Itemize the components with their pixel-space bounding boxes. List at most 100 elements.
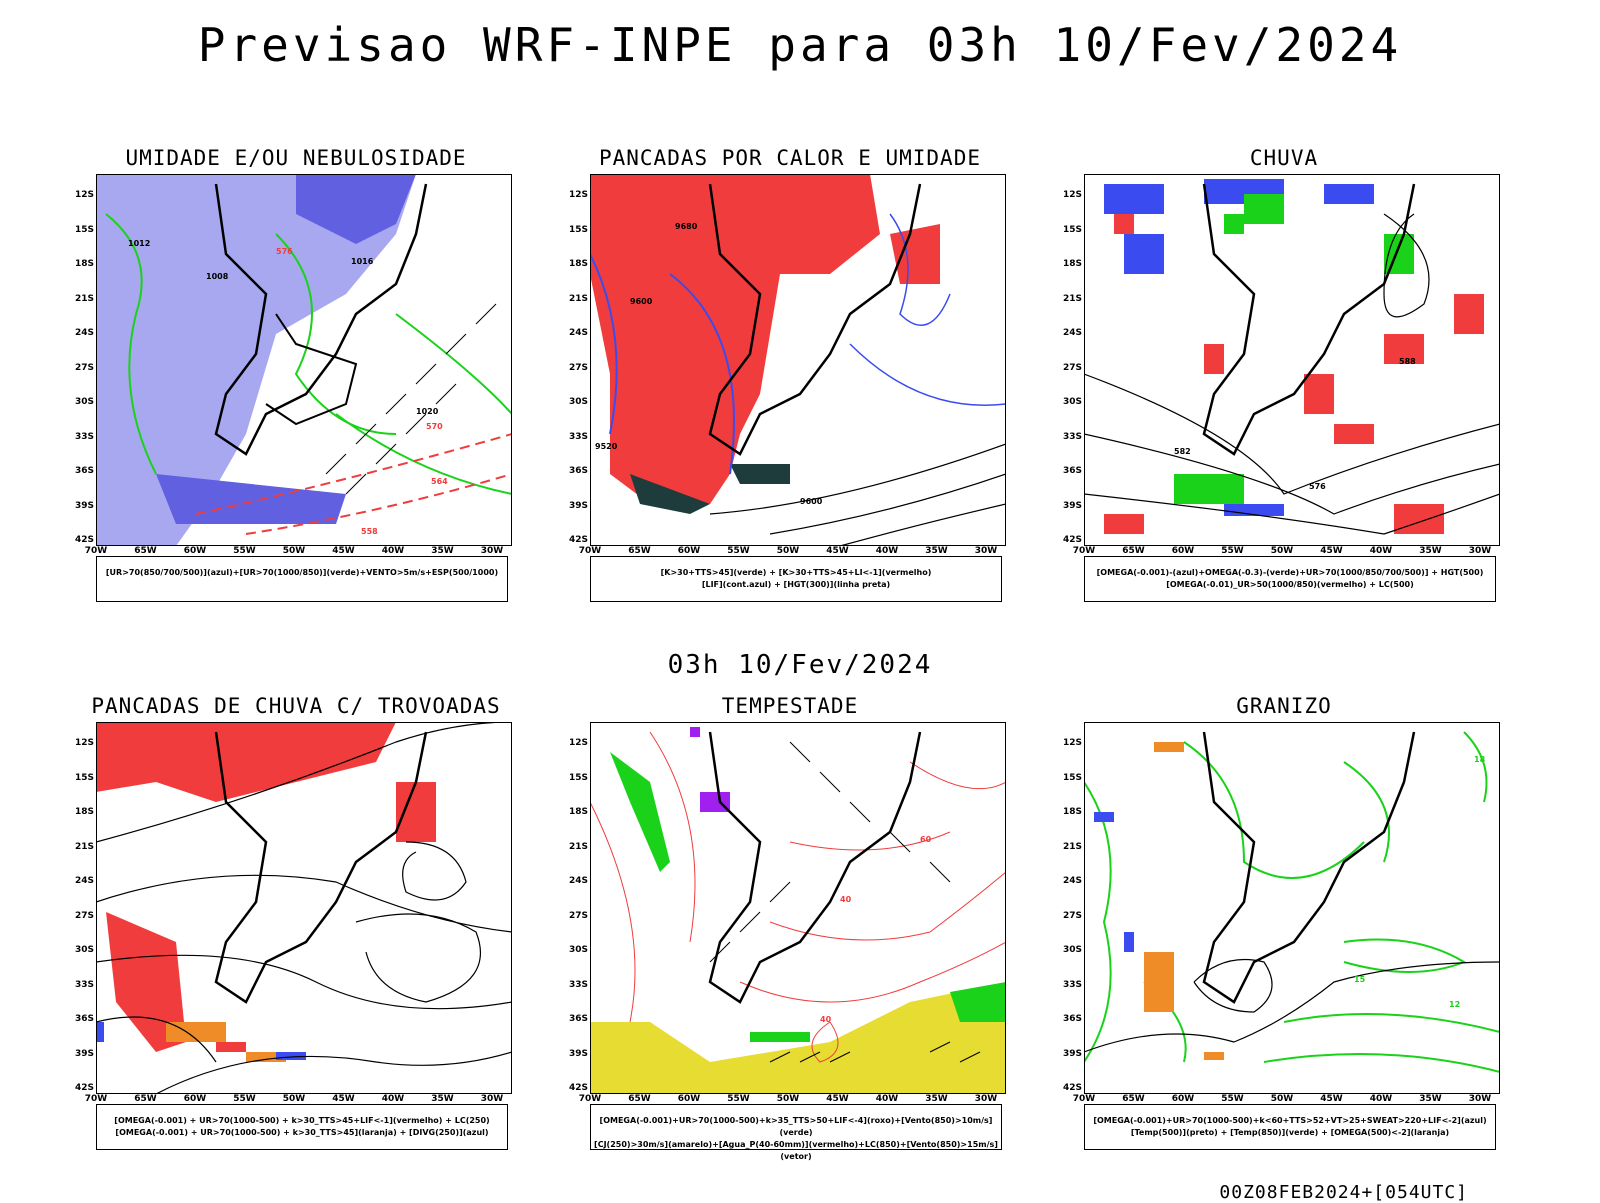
lon-tick-label: 40W xyxy=(1369,1094,1393,1104)
lon-tick-label: 65W xyxy=(628,1094,651,1104)
contour-label: 570 xyxy=(426,422,443,431)
lon-tick-label: 65W xyxy=(134,1094,157,1104)
lon-tick-label: 45W xyxy=(1320,546,1343,556)
panel-trovoadas: PANCADAS DE CHUVA C/ TROVOADAS xyxy=(66,694,526,1174)
lat-tick-label: 33S xyxy=(1062,979,1082,990)
contour-label: 9600 xyxy=(800,497,823,506)
lon-tick-label: 30W xyxy=(480,1094,504,1104)
lat-tick-label: 21S xyxy=(568,841,588,852)
legend-line: [CJ(250)>30m/s](amarelo)+[Agua_P(40-60mm… xyxy=(594,1140,998,1161)
contour-label: 588 xyxy=(1399,357,1416,366)
lon-tick-label: 30W xyxy=(1468,546,1492,556)
lat-tick-label: 33S xyxy=(1062,431,1082,442)
lat-tick-label: 36S xyxy=(74,1014,94,1024)
lat-tick-label: 39S xyxy=(74,500,94,511)
lon-tick-label: 55W xyxy=(727,1094,750,1104)
lat-tick-label: 42S xyxy=(568,1083,588,1093)
lon-tick-label: 45W xyxy=(1320,1094,1343,1104)
convective-area xyxy=(590,174,880,504)
contour-label: 9680 xyxy=(675,222,698,231)
lat-tick-label: 39S xyxy=(1062,1048,1082,1059)
panel-title: PANCADAS DE CHUVA C/ TROVOADAS xyxy=(91,694,501,718)
lon-tick-label: 60W xyxy=(183,546,207,556)
lat-tick-label: 36S xyxy=(74,466,94,476)
lon-tick-label: 55W xyxy=(727,546,750,556)
contour-label: 40 xyxy=(840,895,852,904)
panel-title: GRANIZO xyxy=(1236,694,1332,718)
contour-label: 60 xyxy=(920,835,932,844)
lat-tick-label: 24S xyxy=(1062,328,1082,338)
lon-tick-label: 55W xyxy=(233,1094,256,1104)
lat-tick-label: 27S xyxy=(74,362,94,373)
lat-tick-label: 30S xyxy=(568,945,588,955)
map-tempestade: 40 40 60 xyxy=(590,722,1006,1094)
contour-label: 564 xyxy=(431,477,448,486)
contour-label: 576 xyxy=(276,247,293,256)
contour-label: 18 xyxy=(1474,755,1486,764)
jet-stream-area xyxy=(590,982,1006,1094)
lon-tick-label: 70W xyxy=(1072,546,1096,556)
lat-tick-label: 24S xyxy=(568,328,588,338)
lon-tick-label: 60W xyxy=(677,546,701,556)
legend-line: [UR>70(850/700/500)](azul)+[UR>70(1000/8… xyxy=(105,568,499,577)
contour-label: 576 xyxy=(1309,482,1326,491)
lat-tick-label: 12S xyxy=(74,190,94,200)
lat-tick-label: 24S xyxy=(568,876,588,886)
panel-title: UMIDADE E/OU NEBULOSIDADE xyxy=(125,146,467,170)
lon-tick-label: 40W xyxy=(875,546,899,556)
legend-line: [OMEGA(-0.001)+UR>70(1000-500)+k<60+TTS>… xyxy=(1093,1116,1487,1125)
lon-tick-label: 40W xyxy=(381,1094,405,1104)
lat-tick-label: 42S xyxy=(74,535,94,545)
contour-label: 582 xyxy=(1174,447,1191,456)
lat-tick-label: 42S xyxy=(1062,535,1082,545)
panel-granizo: GRANIZO 12 15 18 xyxy=(1054,694,1514,1174)
lat-tick-label: 18S xyxy=(1062,259,1082,269)
panel-tempestade: TEMPESTADE 40 40 60 xyxy=(560,694,1020,1174)
lat-tick-label: 39S xyxy=(1062,500,1082,511)
lon-tick-label: 65W xyxy=(1122,1094,1145,1104)
lat-tick-label: 24S xyxy=(74,328,94,338)
lon-tick-label: 50W xyxy=(1270,546,1294,556)
lon-tick-label: 35W xyxy=(431,1094,454,1104)
lon-tick-label: 40W xyxy=(381,546,405,556)
lat-tick-label: 24S xyxy=(1062,876,1082,886)
legend-line: [OMEGA(-0.001) + UR>70(1000-500) + k>30_… xyxy=(114,1116,490,1125)
lon-tick-label: 35W xyxy=(431,546,454,556)
lat-tick-label: 30S xyxy=(568,397,588,407)
legend-trovoadas: [OMEGA(-0.001) + UR>70(1000-500) + k>30_… xyxy=(96,1104,508,1150)
lat-tick-label: 33S xyxy=(74,979,94,990)
lat-tick-label: 39S xyxy=(568,1048,588,1059)
lat-tick-label: 36S xyxy=(568,466,588,476)
lat-tick-label: 12S xyxy=(568,190,588,200)
lon-tick-label: 60W xyxy=(1171,546,1195,556)
legend-line: [LIF](cont.azul) + [HGT(300)](linha pret… xyxy=(701,580,891,589)
lat-tick-label: 27S xyxy=(1062,910,1082,921)
lat-tick-label: 36S xyxy=(568,1014,588,1024)
lat-tick-label: 30S xyxy=(1062,397,1082,407)
lon-tick-label: 45W xyxy=(826,546,849,556)
lon-tick-label: 45W xyxy=(826,1094,849,1104)
contour-label: 15 xyxy=(1354,975,1366,984)
lon-tick-label: 50W xyxy=(776,546,800,556)
lon-tick-label: 35W xyxy=(925,546,948,556)
lat-tick-label: 27S xyxy=(568,362,588,373)
lon-tick-label: 30W xyxy=(1468,1094,1492,1104)
contour-label: 1012 xyxy=(128,239,150,248)
main-title: Previsao WRF-INPE para 03h 10/Fev/2024 xyxy=(197,18,1403,72)
panel-umidade: UMIDADE E/OU NEBULOSIDADE 1012 1008 1016… xyxy=(66,146,526,626)
lat-tick-label: 12S xyxy=(568,738,588,748)
lon-tick-label: 70W xyxy=(84,546,108,556)
lat-tick-label: 21S xyxy=(1062,293,1082,304)
lon-tick-label: 50W xyxy=(776,1094,800,1104)
lon-tick-label: 35W xyxy=(925,1094,948,1104)
contour-label: 12 xyxy=(1449,1000,1460,1009)
lon-tick-label: 70W xyxy=(578,546,602,556)
lat-tick-label: 36S xyxy=(1062,466,1082,476)
humidity-layer xyxy=(96,174,416,546)
map-pancadas-calor: 9680 9600 9600 9520 xyxy=(590,174,1006,546)
lon-tick-label: 35W xyxy=(1419,1094,1442,1104)
lon-tick-label: 30W xyxy=(480,546,504,556)
contour-label: 558 xyxy=(361,527,378,536)
lat-tick-label: 15S xyxy=(74,772,94,783)
lat-tick-label: 21S xyxy=(568,293,588,304)
